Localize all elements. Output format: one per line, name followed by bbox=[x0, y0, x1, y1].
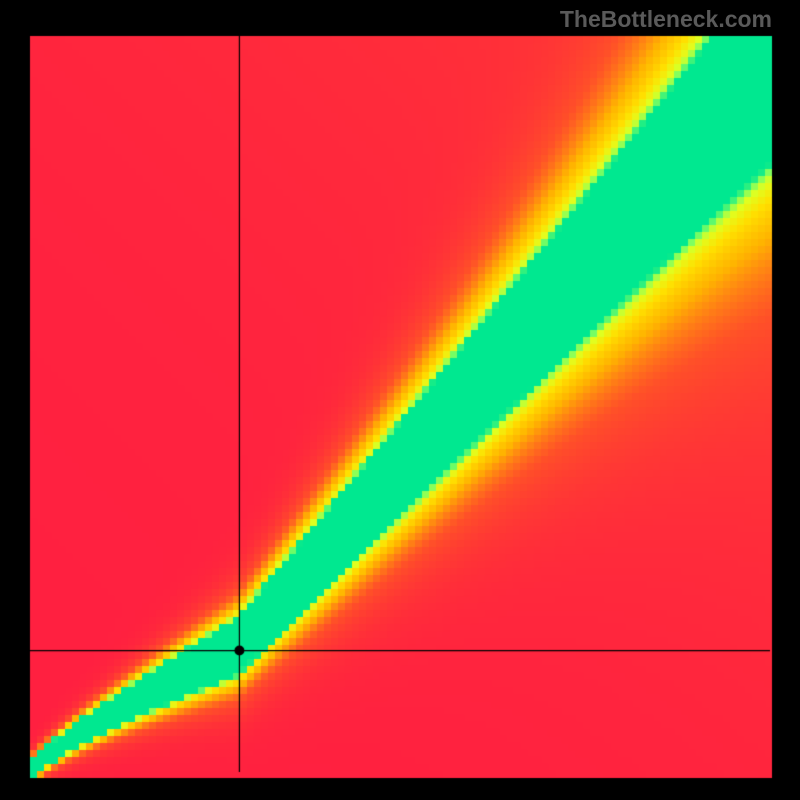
watermark-text: TheBottleneck.com bbox=[560, 6, 772, 33]
bottleneck-heatmap bbox=[0, 0, 800, 800]
